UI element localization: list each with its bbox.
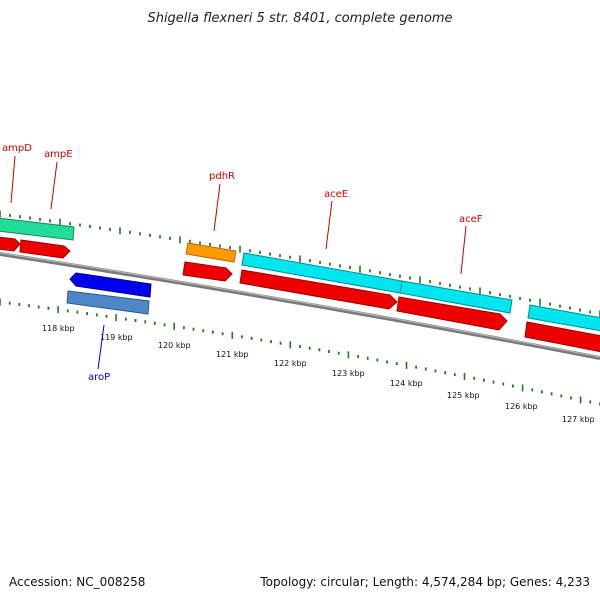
scale-label: 121 kbp xyxy=(216,350,249,359)
feature-pdhR-outer[interactable] xyxy=(185,242,237,263)
leader-line-aceF xyxy=(460,225,467,275)
inner-tick-track xyxy=(0,298,600,406)
scale-label: 124 kbp xyxy=(390,379,423,388)
feature-aceF-outer[interactable] xyxy=(399,280,513,314)
scale-label: 118 kbp xyxy=(42,324,75,333)
scale-label: 122 kbp xyxy=(274,359,307,368)
feature-aceE-arrow[interactable] xyxy=(239,269,398,310)
feature-track-forward xyxy=(0,236,600,353)
feature-track-reverse xyxy=(66,272,152,315)
leader-line-ampE xyxy=(50,161,58,210)
scale-label: 126 kbp xyxy=(505,402,538,411)
scale-labels: 118 kbp 119 kbp 120 kbp 121 kbp 122 kbp … xyxy=(42,324,595,424)
scale-label: 119 kbp xyxy=(100,333,133,342)
scale-label: 125 kbp xyxy=(447,391,480,400)
scale-label: 127 kbp xyxy=(562,415,595,424)
genome-backbone xyxy=(0,252,600,360)
feature-aroP-block[interactable] xyxy=(66,290,150,315)
gene-label-ampE[interactable]: ampE xyxy=(44,149,73,160)
leader-line-aroP xyxy=(97,324,105,370)
scale-label: 120 kbp xyxy=(158,341,191,350)
gene-label-aceE[interactable]: aceE xyxy=(324,189,348,200)
map-title: Shigella flexneri 5 str. 8401, complete … xyxy=(147,11,452,26)
feature-aceF-arrow[interactable] xyxy=(396,296,508,331)
feature-pdhR-arrow[interactable] xyxy=(182,261,233,282)
leader-line-aceE xyxy=(325,200,333,250)
gene-labels: ampD ampE pdhR aceE aceF aroP xyxy=(2,143,483,383)
genome-summary-text: Topology: circular; Length: 4,574,284 bp… xyxy=(259,575,590,589)
outer-tick-track xyxy=(0,210,600,318)
leader-line-ampD xyxy=(10,155,16,204)
feature-next-arrow[interactable] xyxy=(524,321,600,353)
feature-track-outer xyxy=(0,217,600,332)
feature-ampE-arrow[interactable] xyxy=(19,239,71,259)
scale-label: 123 kbp xyxy=(332,369,365,378)
leader-line-pdhR xyxy=(213,183,221,232)
feature-aroP-arrow[interactable] xyxy=(69,272,152,298)
gene-label-ampD[interactable]: ampD xyxy=(2,143,32,154)
genome-backbone-highlight xyxy=(0,252,600,358)
feature-next-outer[interactable] xyxy=(527,304,600,332)
feature-ampD-outer[interactable] xyxy=(0,217,75,241)
gene-label-aceF[interactable]: aceF xyxy=(459,214,483,225)
feature-ampD-arrow[interactable] xyxy=(0,236,21,252)
gene-label-pdhR[interactable]: pdhR xyxy=(209,171,235,182)
gene-label-aroP[interactable]: aroP xyxy=(88,372,110,383)
accession-text: Accession: NC_008258 xyxy=(9,575,145,589)
